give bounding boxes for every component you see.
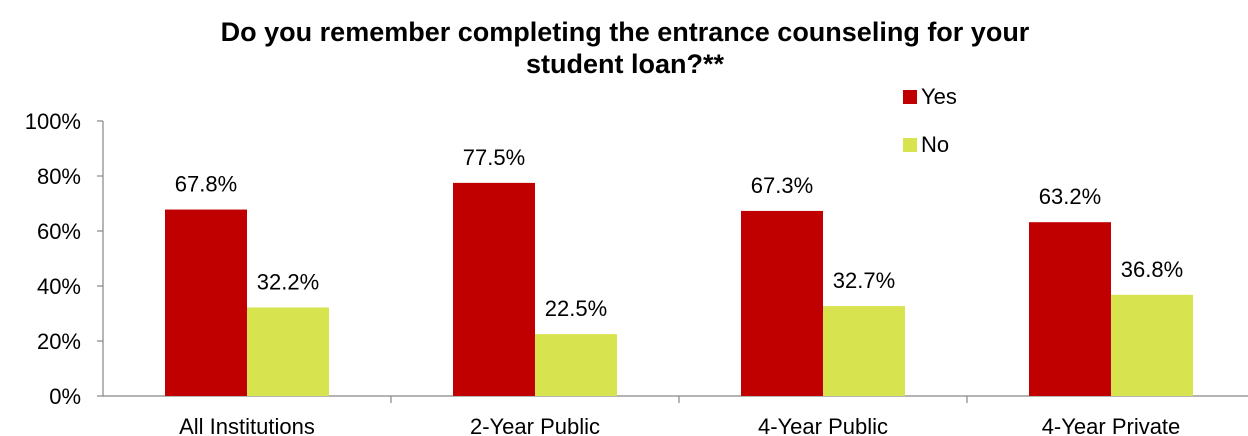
data-label-no-3: 36.8%: [1121, 257, 1183, 282]
y-tick-label: 40%: [37, 274, 81, 299]
y-tick-label: 80%: [37, 164, 81, 189]
x-category-label: 2-Year Public: [470, 414, 600, 436]
x-category-label: 4-Year Public: [758, 414, 888, 436]
y-tick-label: 0%: [49, 384, 81, 409]
data-label-no-2: 32.7%: [833, 268, 895, 293]
bar-no-3: [1111, 294, 1193, 396]
chart-title-line-2: student loan?**: [525, 49, 724, 79]
y-tick-label: 20%: [37, 329, 81, 354]
data-label-yes-2: 67.3%: [751, 173, 813, 198]
chart-title-line-1: Do you remember completing the entrance …: [220, 17, 1030, 47]
data-label-yes-1: 77.5%: [463, 145, 525, 170]
bar-yes-1: [453, 182, 535, 396]
bar-no-1: [535, 334, 617, 396]
bar-yes-2: [741, 210, 823, 396]
data-label-yes-0: 67.8%: [175, 172, 237, 197]
bar-yes-3: [1029, 222, 1111, 396]
x-category-label: All Institutions: [179, 414, 315, 436]
legend-label-yes: Yes: [921, 84, 957, 109]
y-tick-label: 60%: [37, 219, 81, 244]
data-label-yes-3: 63.2%: [1039, 184, 1101, 209]
bar-yes-0: [165, 209, 247, 396]
x-category-label: 4-Year Private: [1042, 414, 1181, 436]
data-label-no-0: 32.2%: [257, 269, 319, 294]
bar-no-2: [823, 306, 905, 396]
legend-swatch-yes: [903, 90, 917, 104]
data-label-no-1: 22.5%: [545, 296, 607, 321]
bar-no-0: [247, 307, 329, 396]
chart-title: Do you remember completing the entrance …: [0, 16, 1248, 80]
legend-swatch-no: [903, 138, 917, 152]
y-tick-label: 100%: [25, 109, 81, 134]
legend-label-no: No: [921, 132, 949, 157]
